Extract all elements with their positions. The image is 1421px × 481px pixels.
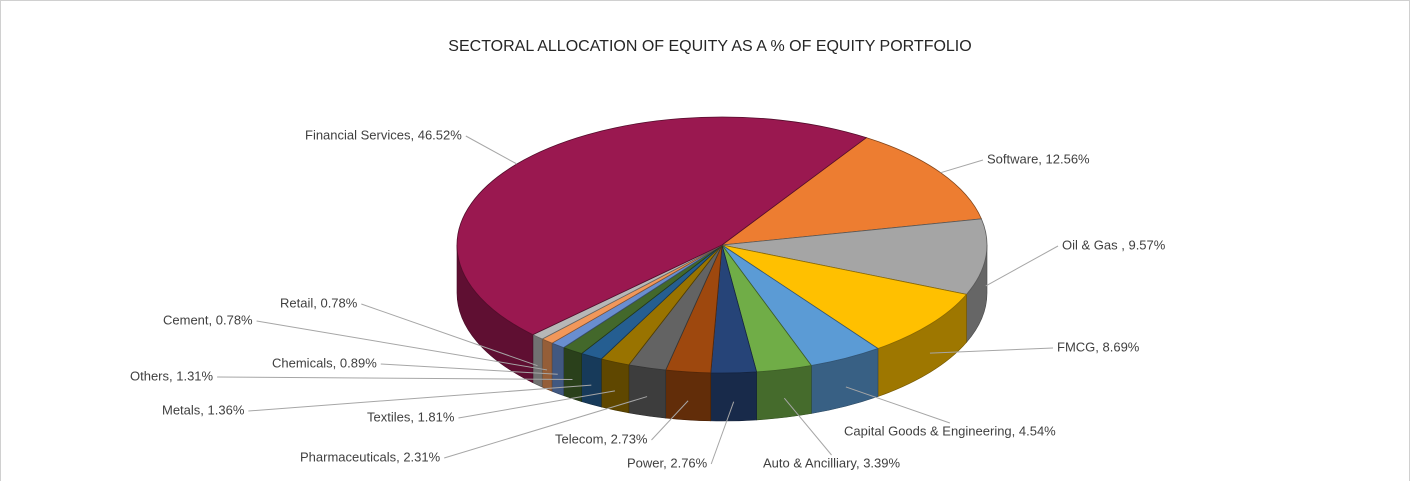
slice-side [541,338,553,392]
leader-line [929,347,1054,354]
data-label: Power, 2.76% [627,455,708,470]
slice-side [581,353,602,408]
data-label: Auto & Ancilliary, 3.39% [763,455,900,470]
data-label: Metals, 1.36% [162,402,245,417]
data-label: Telecom, 2.73% [555,431,648,446]
slice-side [600,358,630,414]
leader-line [845,386,951,424]
data-label: Textiles, 1.81% [367,409,455,424]
data-label: Capital Goods & Engineering, 4.54% [844,423,1056,438]
leader-line [256,320,548,371]
leader-line [217,376,573,380]
slice-side [628,364,667,419]
data-label: Cement, 0.78% [163,312,253,327]
leader-line [710,401,735,465]
leader-line [361,303,538,367]
leader-line [444,396,648,459]
leader-line [985,245,1059,287]
data-label: Financial Services, 46.52% [305,127,462,142]
leader-line [783,397,832,456]
leader-line [651,400,689,441]
data-label: Pharmaceuticals, 2.31% [300,449,441,464]
slice [720,137,982,246]
leader-line [248,384,592,412]
slice [721,218,988,295]
slice-side [710,371,757,422]
data-label: FMCG, 8.69% [1057,339,1140,354]
leader-line [380,363,558,375]
slice [721,244,968,349]
leader-line [458,390,615,419]
data-label: Oil & Gas , 9.57% [1062,237,1166,252]
data-label: Others, 1.31% [130,368,214,383]
leader-line [940,159,984,174]
slice-side [665,369,712,422]
data-label: Chemicals, 0.89% [272,355,377,370]
data-label: Software, 12.56% [987,151,1090,166]
slice-side [563,347,582,402]
chart-title: SECTORAL ALLOCATION OF EQUITY AS A % OF … [448,38,971,55]
leader-line [465,135,518,165]
data-label: Retail, 0.78% [280,295,358,310]
slice-side [756,365,812,421]
